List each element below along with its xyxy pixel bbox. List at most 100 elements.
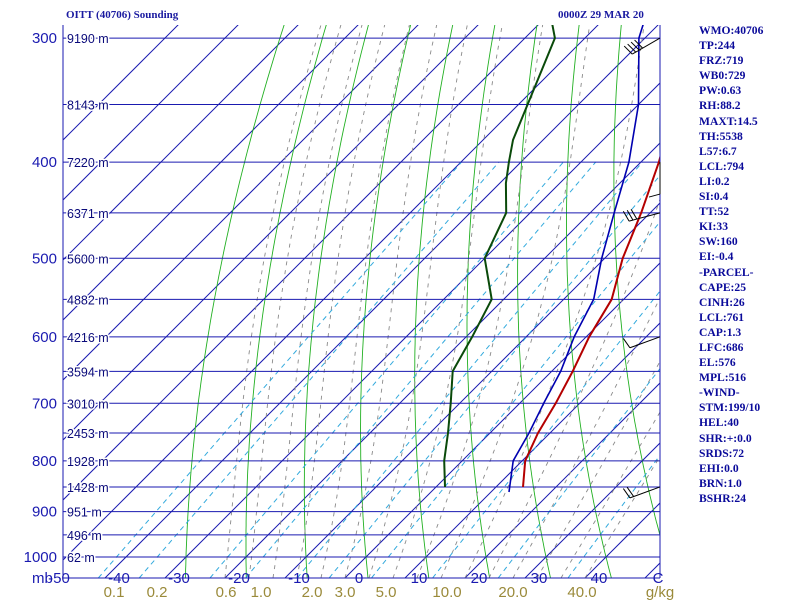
dewpoint-trace <box>443 25 556 488</box>
wind-barb <box>648 162 661 198</box>
index-line: MAXT:14.5 <box>699 114 758 128</box>
index-line: SHR:+:0.0 <box>699 431 752 445</box>
mixing-ratio-label: 0.2 <box>147 584 168 600</box>
index-line: LCL:794 <box>699 159 745 173</box>
height-label: 6371 m <box>67 207 109 221</box>
height-label: 4216 m <box>67 331 109 345</box>
wind-barb-flag <box>622 488 631 499</box>
height-label: 1428 m <box>67 481 109 495</box>
mixing-ratio-label: 0.6 <box>216 584 237 600</box>
mixing-ratio-label: 1.0 <box>251 584 272 600</box>
mixing-ratio-label: 40.0 <box>567 584 596 600</box>
temp-tick-label: -20 <box>228 570 250 587</box>
isotherm-line <box>224 142 660 578</box>
isotherm-line <box>63 25 359 321</box>
height-label: 3010 m <box>67 397 109 411</box>
index-line: BSHR:24 <box>699 491 747 505</box>
isotherm-line <box>63 25 599 561</box>
index-line: TP:244 <box>699 39 736 53</box>
wind-barb-flag <box>626 209 634 221</box>
moist-adiabat <box>272 25 363 578</box>
temp-tick-label: -50 <box>48 570 70 587</box>
height-label: 7220 m <box>67 156 109 170</box>
temp-tick-label: -10 <box>288 570 310 587</box>
moist-adiabat <box>536 360 660 578</box>
dry-adiabat <box>466 25 496 578</box>
index-line: TT:52 <box>699 205 730 219</box>
moist-adiabat <box>320 25 410 578</box>
moist-adiabat <box>584 455 660 578</box>
isotherm-line <box>284 202 660 578</box>
mixing-ratio-label: 2.0 <box>302 584 323 600</box>
index-line: -WIND- <box>699 386 740 400</box>
moist-adiabat <box>392 25 503 578</box>
temperature-trace <box>522 154 660 488</box>
dry-adiabat <box>303 25 369 578</box>
mixing-ratio-label: g/kg <box>646 584 674 600</box>
isotherm-line <box>63 25 479 441</box>
mixing-ratio-line <box>497 367 660 578</box>
pressure-tick-label: 500 <box>32 250 57 267</box>
temp-tick-label: -40 <box>108 570 130 587</box>
moist-adiabat <box>416 25 544 578</box>
index-line: LFC:686 <box>699 340 744 354</box>
index-line: EL:576 <box>699 356 736 370</box>
wind-barb-flag <box>630 208 638 220</box>
pressure-tick-label: 700 <box>32 395 57 412</box>
mixing-ratio-label: 5.0 <box>376 584 397 600</box>
dry-adiabat <box>414 25 454 578</box>
dry-adiabat <box>185 25 285 578</box>
index-line: WB0:729 <box>699 69 746 83</box>
pressure-tick-label: 400 <box>32 154 57 171</box>
isotherm-line <box>104 25 659 578</box>
temp-tick-label: 0 <box>355 570 363 587</box>
dry-adiabat <box>566 25 612 578</box>
isotherm-line <box>464 382 660 578</box>
chart-title: OITT (40706) Sounding <box>66 9 179 21</box>
mixing-ratio-line <box>296 161 643 578</box>
height-label: 2453 m <box>67 427 109 441</box>
index-line: L57:6.7 <box>699 144 737 158</box>
moist-adiabat <box>368 25 468 578</box>
wind-barb-shaft <box>628 212 661 222</box>
height-label: 4882 m <box>67 293 109 307</box>
wind-barb-flag <box>623 45 633 55</box>
isotherm-line <box>164 82 660 578</box>
mixing-ratio-line <box>138 161 500 578</box>
mixing-ratio-label: 10.0 <box>432 584 461 600</box>
moist-adiabat <box>248 25 342 578</box>
wind-barb-shaft <box>632 37 661 55</box>
index-line: MPL:516 <box>699 371 747 385</box>
height-label: 8143 m <box>67 99 109 113</box>
mixing-ratio-line <box>567 454 660 578</box>
dry-adiabat <box>245 25 327 578</box>
height-label: 3594 m <box>67 365 109 379</box>
moist-adiabat <box>440 25 591 578</box>
index-line: EHI:0.0 <box>699 461 739 475</box>
isotherm-line <box>63 25 419 381</box>
mixing-ratio-line <box>245 161 597 578</box>
mixing-ratio-line <box>97 161 462 578</box>
wind-barb-flag <box>648 193 661 198</box>
isotherm-line <box>344 262 660 578</box>
mixing-ratio-label: 0.1 <box>104 584 125 600</box>
index-line: SW:160 <box>699 235 738 249</box>
wind-barb-flag <box>626 486 635 497</box>
index-line: EI:-0.4 <box>699 250 734 264</box>
wind-barb-flag <box>622 338 631 349</box>
wind-barb <box>622 486 661 499</box>
height-label: 9190 m <box>67 32 109 46</box>
mixing-ratio-label: 3.0 <box>335 584 356 600</box>
index-line: FRZ:719 <box>699 54 744 68</box>
isotherm-line <box>63 25 179 141</box>
isotherm-line <box>63 25 239 201</box>
index-line: RH:88.2 <box>699 99 741 113</box>
wind-barb-shaft <box>629 336 661 349</box>
index-line: -PARCEL- <box>699 265 754 279</box>
index-line: CAP:1.3 <box>699 325 742 339</box>
moist-adiabat <box>344 25 438 578</box>
isotherm-line <box>63 25 539 501</box>
moist-adiabat <box>296 25 386 578</box>
index-line: SI:0.4 <box>699 190 729 204</box>
